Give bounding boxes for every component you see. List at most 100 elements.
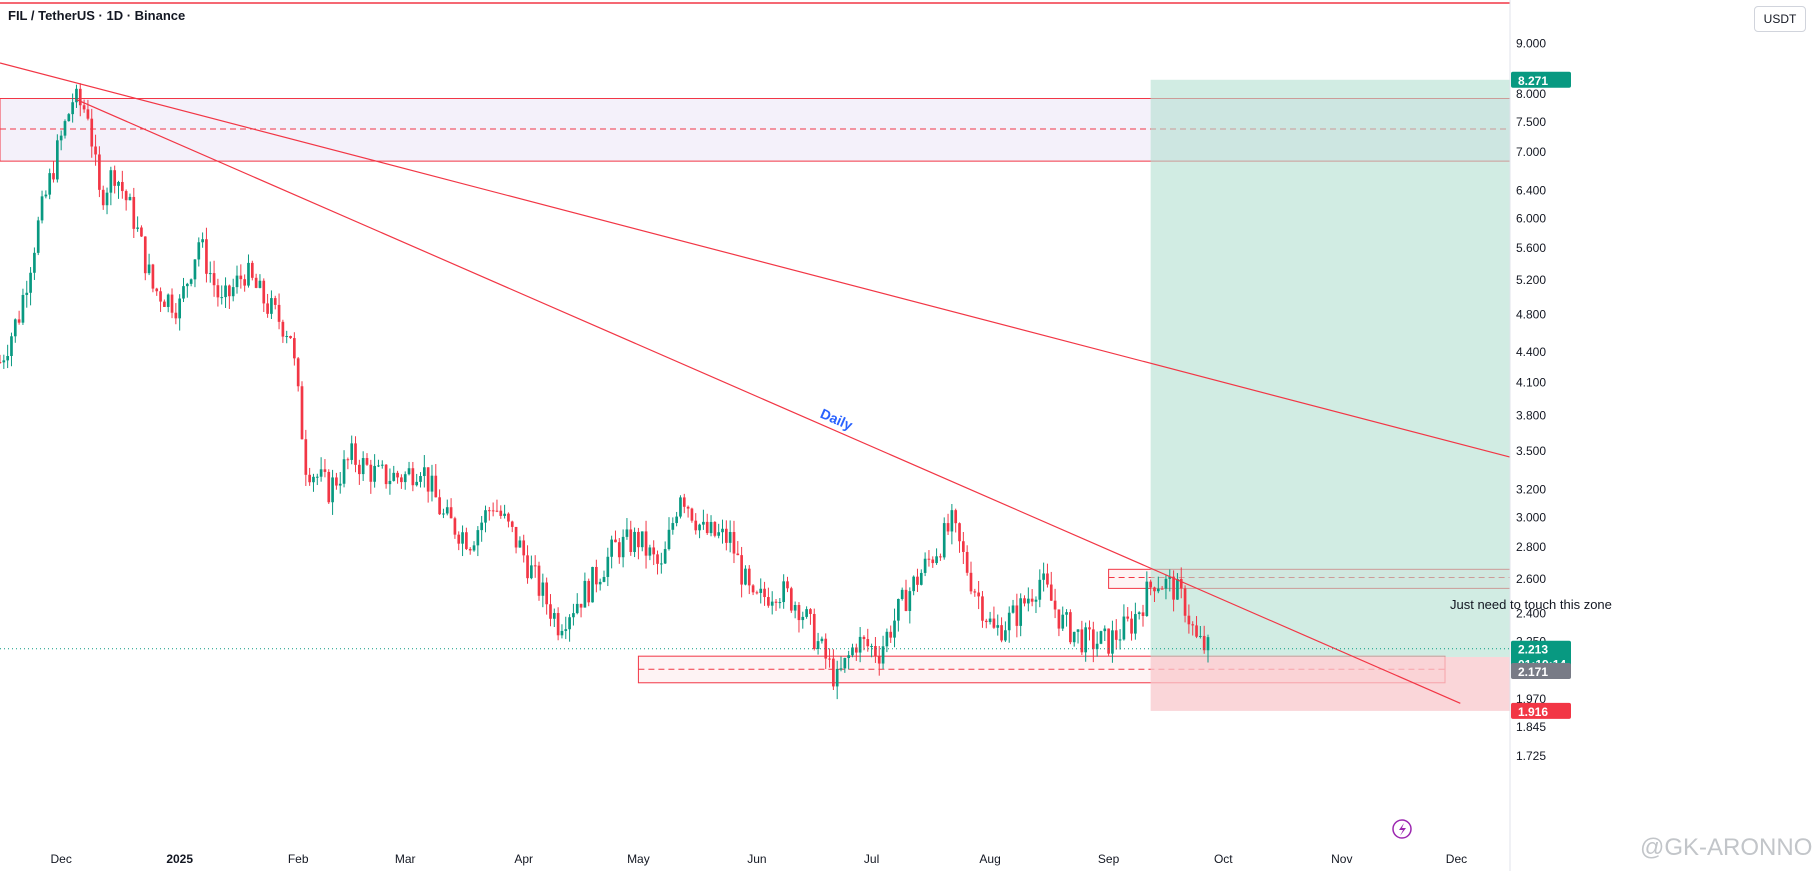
candle [453,518,457,535]
candle [660,563,663,565]
candle [90,118,94,147]
candle [67,114,71,122]
candle [143,236,147,274]
candle [403,474,407,483]
candle [105,192,109,206]
y-tick-label: 6.400 [1516,183,1546,197]
x-tick-label: Feb [288,852,309,866]
candle [56,140,59,180]
candle [774,601,778,603]
candle [10,336,13,356]
symbol-title[interactable]: FIL / TetherUS · 1D · Binance [8,8,186,23]
candle [281,321,285,337]
candle [839,668,843,670]
candle [377,465,380,467]
candle [335,477,338,486]
candle [977,592,980,597]
candle [411,468,415,486]
candle [923,558,927,573]
candle [812,613,816,649]
y-tick-label: 4.400 [1516,345,1546,359]
candle [1141,612,1145,616]
candle [487,510,491,512]
candle [1023,598,1026,604]
candle [897,598,900,621]
currency-button[interactable]: USDT [1754,6,1806,32]
candle [919,572,923,585]
annotations: Daily Just need to touch this zone @GK-ARO… [818,405,1812,861]
candle [1030,598,1034,602]
candle [1065,612,1068,615]
candle [1145,581,1149,616]
candle [178,298,182,319]
x-tick-label: Dec [50,852,71,866]
candle [617,542,621,558]
candle [851,647,854,656]
candle [793,605,797,611]
long-position-tool[interactable] [1150,79,1510,711]
candle [713,521,717,536]
candle [33,252,36,273]
candle [82,105,86,110]
candle [1130,618,1133,634]
candle [117,181,120,186]
candle [797,605,801,621]
candle [365,458,369,465]
candle [109,170,113,193]
candle [644,531,648,556]
candle [1076,629,1080,632]
trendlines[interactable] [0,62,1511,704]
candle [533,565,537,567]
candle [1134,614,1137,634]
y-tick-label: 5.600 [1516,241,1546,255]
candle [591,566,594,603]
time-axis[interactable]: Dec 2025 Feb Mar Apr May Jun Jul Aug Sep Oct Nov Dec [50,852,1467,866]
candle [1137,612,1141,615]
candle [495,510,499,512]
x-tick-label: Jul [864,852,879,866]
candle [640,531,644,548]
candle [124,191,128,201]
y-tick-label: 3.800 [1516,408,1546,422]
price-axis[interactable]: 9.000 8.000 7.500 7.000 6.400 6.000 5.600 5.200… [1509,0,1546,871]
candle [809,609,812,614]
candle [499,510,503,516]
candle [1118,639,1122,641]
candle [560,630,564,636]
candle [1057,609,1061,629]
candle [705,521,709,534]
candle [832,658,835,687]
candle [1111,630,1114,654]
candle [671,523,675,530]
candle [216,285,220,298]
candle [1179,579,1183,589]
candle [652,547,656,555]
candle [965,551,969,573]
candle [1011,605,1015,613]
candle [29,272,32,293]
candle [575,603,579,614]
candle [86,109,90,119]
candle [629,529,633,553]
candle [98,154,101,190]
candle [721,528,724,533]
candle [342,459,346,484]
y-tick-label: 1.725 [1516,749,1546,763]
candle [480,522,484,531]
candle [319,469,323,477]
candle [1004,630,1007,641]
candle [277,304,281,322]
y-tick-label: 3.500 [1516,444,1546,458]
y-tick-label: 9.000 [1516,36,1546,50]
candle [549,604,552,619]
trendline-1 [76,99,1461,704]
candle [1080,629,1084,653]
candle [21,294,25,323]
candle [927,558,931,560]
candle [1007,612,1011,631]
candle [679,497,682,517]
candle [1183,588,1187,616]
candle [224,285,227,298]
candle [1126,616,1130,619]
